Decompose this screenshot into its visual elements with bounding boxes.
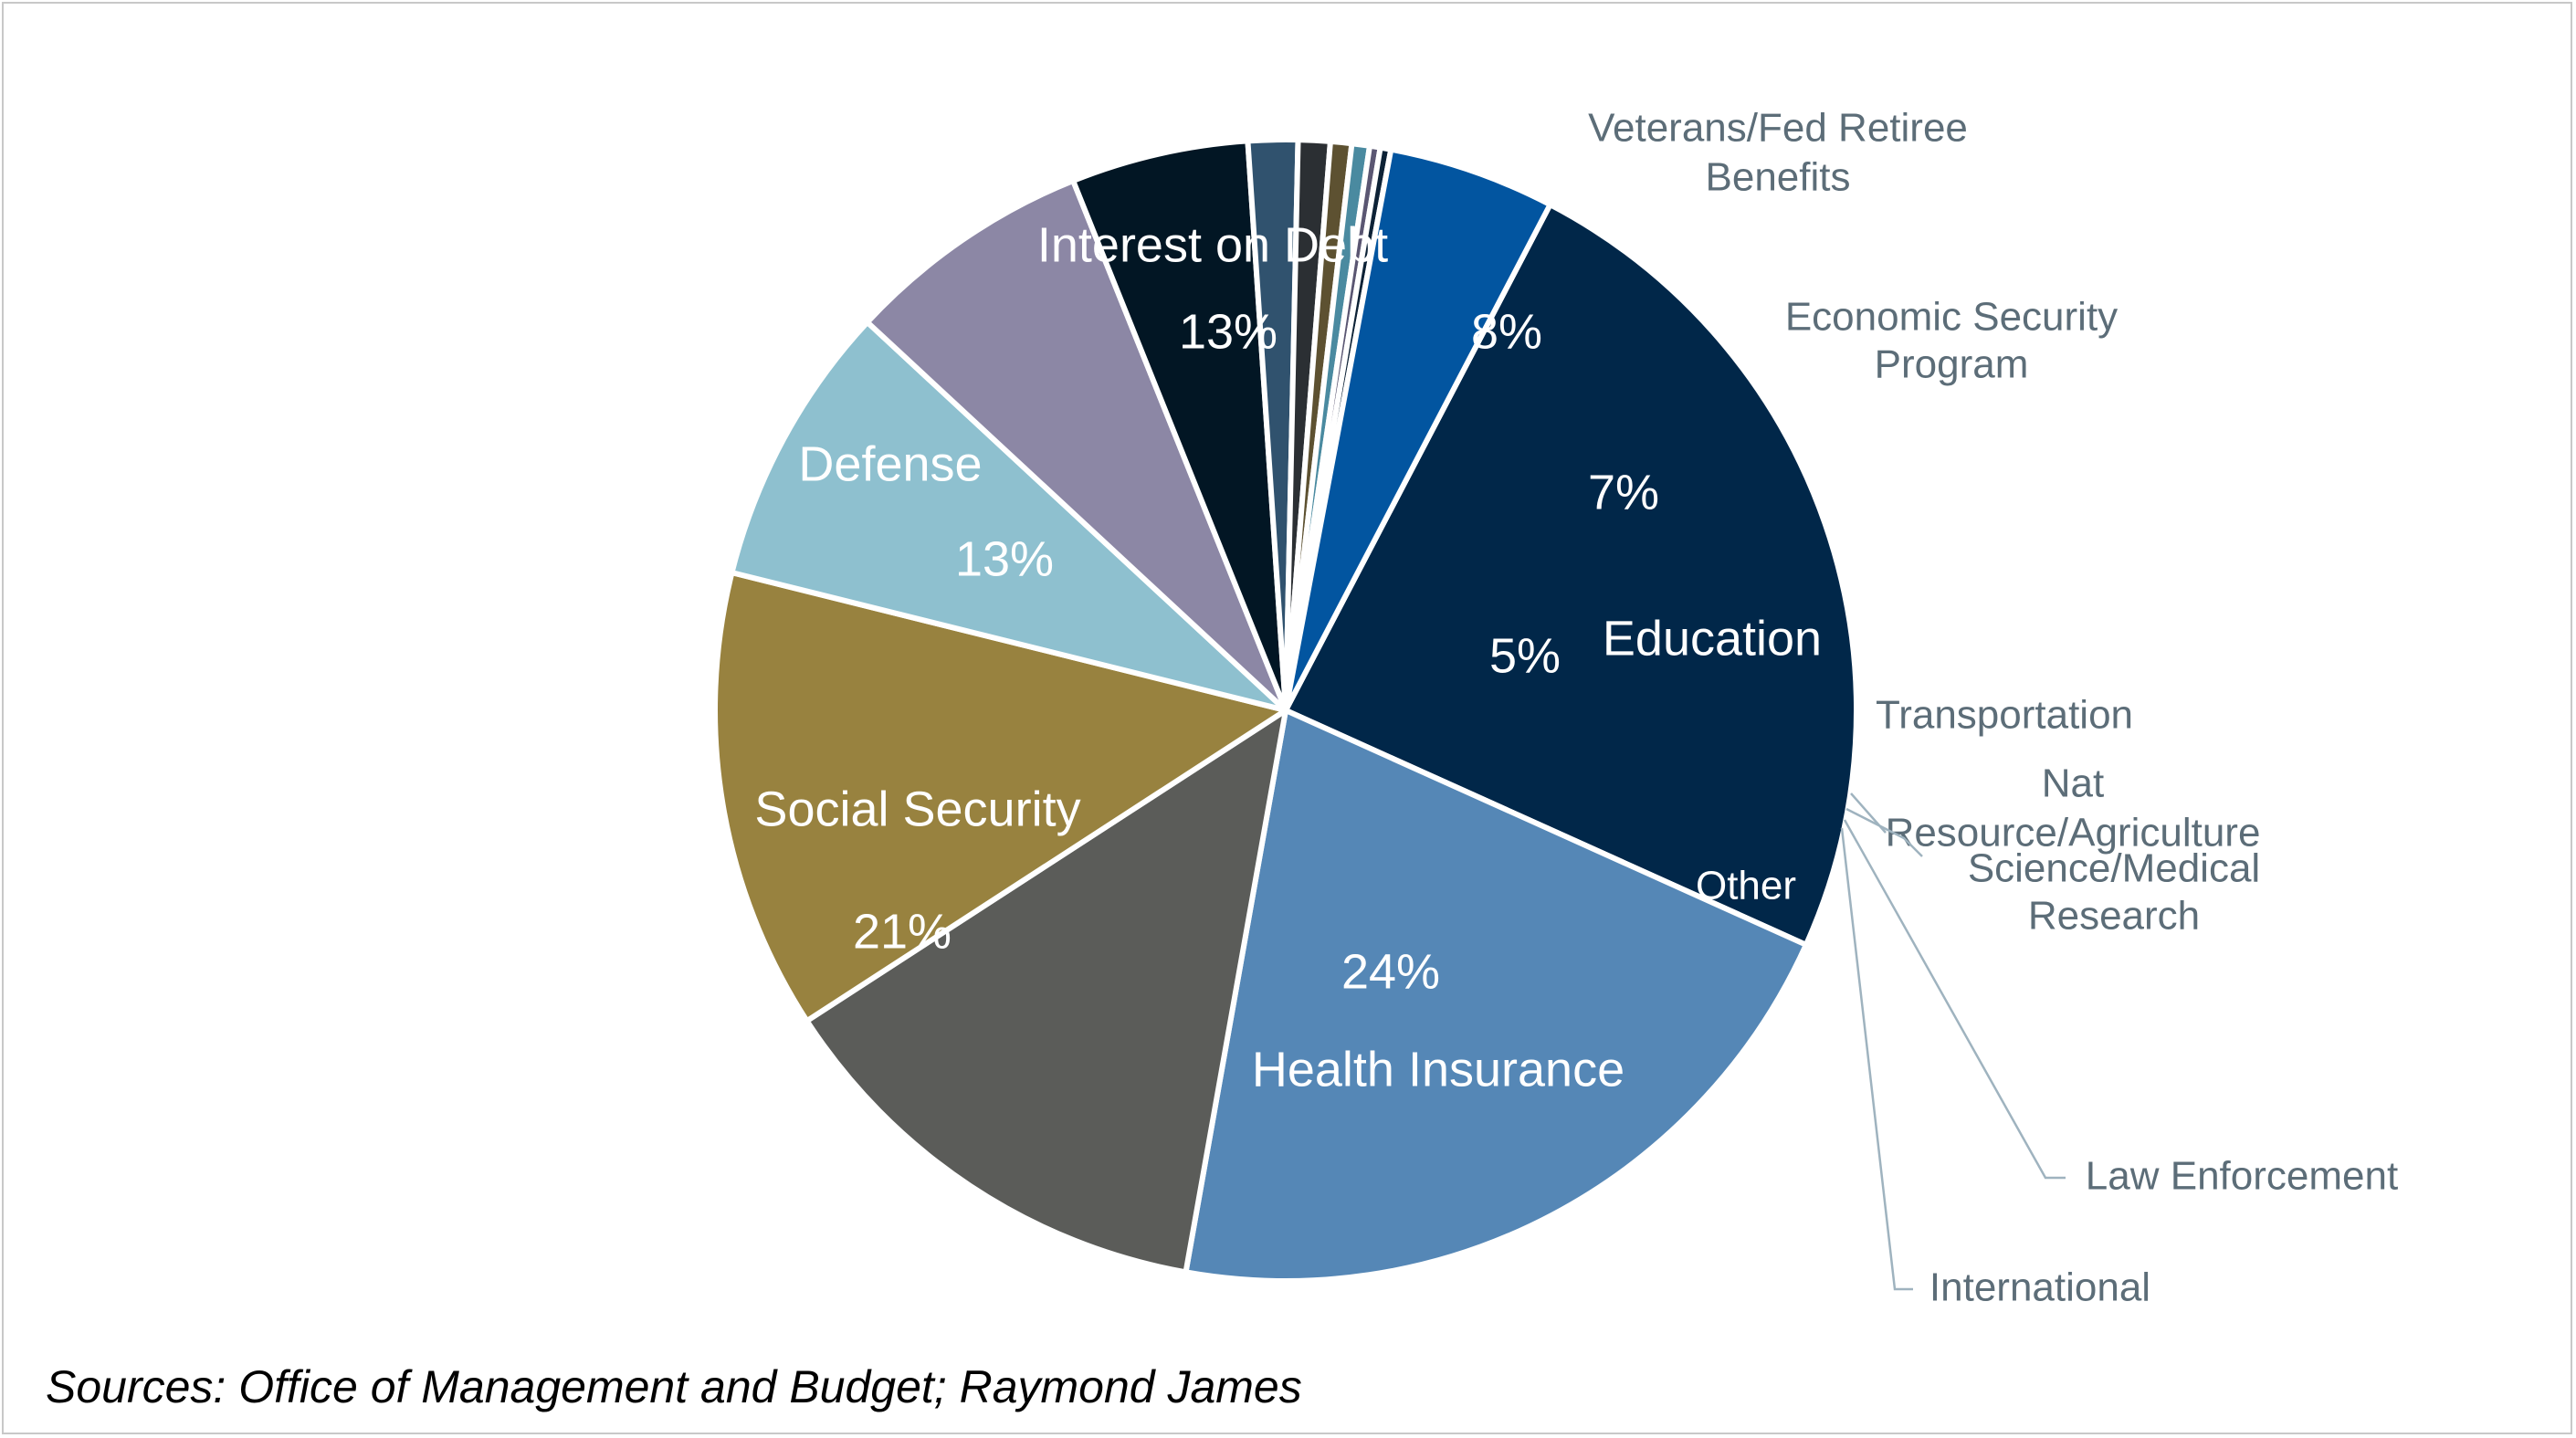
slice-value-label: 8% xyxy=(1471,304,1542,359)
slice-name-label: Law Enforcement xyxy=(2086,1154,2398,1199)
pie-slice-interest-on-debt xyxy=(712,570,1288,1024)
slice-value-label: 24% xyxy=(1341,944,1440,999)
leader-line-law-enforcement xyxy=(1843,819,2066,1180)
slice-name-label: Defense xyxy=(798,436,982,491)
slice-value-label: 13% xyxy=(955,531,1054,586)
slice-name-label: Science/Medical xyxy=(1968,846,2260,891)
pie-slice-other xyxy=(1283,146,1553,713)
slice-name-label: Economic Security xyxy=(1785,295,2118,340)
slice-name-label: Interest on Debt xyxy=(1037,217,1388,272)
pie-slice-economic-security-program xyxy=(864,177,1288,713)
slice-name-label: Veterans/Fed Retiree xyxy=(1588,106,1968,151)
slice-name-label: Resource/Agriculture xyxy=(1886,811,2261,855)
slice-value-label: 21% xyxy=(853,904,952,959)
slice-name-label: Social Security xyxy=(754,782,1080,836)
pie-slice-veterans-fed-retiree-benefits xyxy=(729,319,1288,713)
slice-name-label: Education xyxy=(1603,611,1822,666)
source-note: Sources: Office of Management and Budget… xyxy=(46,1361,1302,1412)
pie-slice-social-security xyxy=(1183,708,1809,1284)
slice-name-label: Health Insurance xyxy=(1252,1042,1624,1097)
leader-line-international xyxy=(1840,827,1913,1291)
slice-name-label: Program xyxy=(1875,342,2029,387)
slice-name-label: Other xyxy=(1696,864,1796,908)
pie-slice-education xyxy=(1070,138,1288,713)
slice-value-label: 5% xyxy=(1489,628,1561,683)
slice-labels: Health Insurance 24% Social Security 21% Def… xyxy=(754,106,2398,1310)
slice-name-label: Nat xyxy=(2042,761,2104,806)
slices xyxy=(712,137,1859,1284)
slice-value-label: 7% xyxy=(1588,465,1659,520)
leader-line-science-medical-research xyxy=(1845,807,1923,857)
slice-name-label: Benefits xyxy=(1706,155,1851,200)
slice-name-label: Transportation xyxy=(1876,693,2133,738)
slice-name-label: Research xyxy=(2028,894,2200,939)
slice-name-label: International xyxy=(1929,1265,2150,1310)
leader-lines xyxy=(1840,792,2066,1291)
pie-slice-defense xyxy=(804,708,1288,1275)
slice-value-label: 13% xyxy=(1179,304,1277,359)
